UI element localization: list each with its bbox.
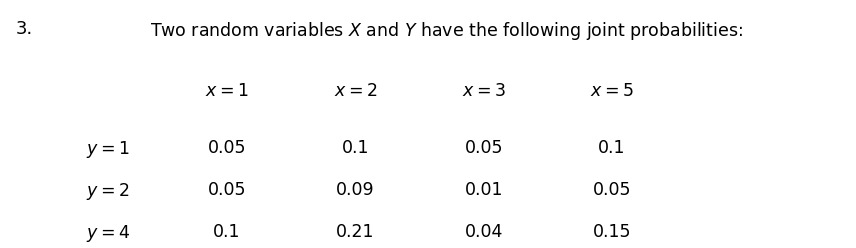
Text: $y = 1$: $y = 1$ (86, 139, 129, 160)
Text: $x = 1$: $x = 1$ (205, 82, 248, 100)
Text: $y = 2$: $y = 2$ (86, 181, 129, 202)
Text: 0.05: 0.05 (208, 139, 246, 157)
Text: 0.05: 0.05 (465, 139, 502, 157)
Text: 0.09: 0.09 (336, 181, 375, 199)
Text: 0.04: 0.04 (465, 223, 502, 241)
Text: 0.01: 0.01 (465, 181, 502, 199)
Text: 0.1: 0.1 (342, 139, 369, 157)
Text: $x = 5$: $x = 5$ (591, 82, 633, 100)
Text: 0.15: 0.15 (593, 223, 631, 241)
Text: 0.05: 0.05 (593, 181, 631, 199)
Text: $x = 2$: $x = 2$ (334, 82, 377, 100)
Text: Two random variables $X$ and $Y$ have the following joint probabilities:: Two random variables $X$ and $Y$ have th… (150, 20, 743, 42)
Text: 0.21: 0.21 (336, 223, 374, 241)
Text: 0.05: 0.05 (208, 181, 246, 199)
Text: 3.: 3. (15, 20, 33, 38)
Text: $x = 3$: $x = 3$ (461, 82, 506, 100)
Text: $y = 4$: $y = 4$ (86, 223, 129, 244)
Text: 0.1: 0.1 (213, 223, 241, 241)
Text: 0.1: 0.1 (598, 139, 626, 157)
